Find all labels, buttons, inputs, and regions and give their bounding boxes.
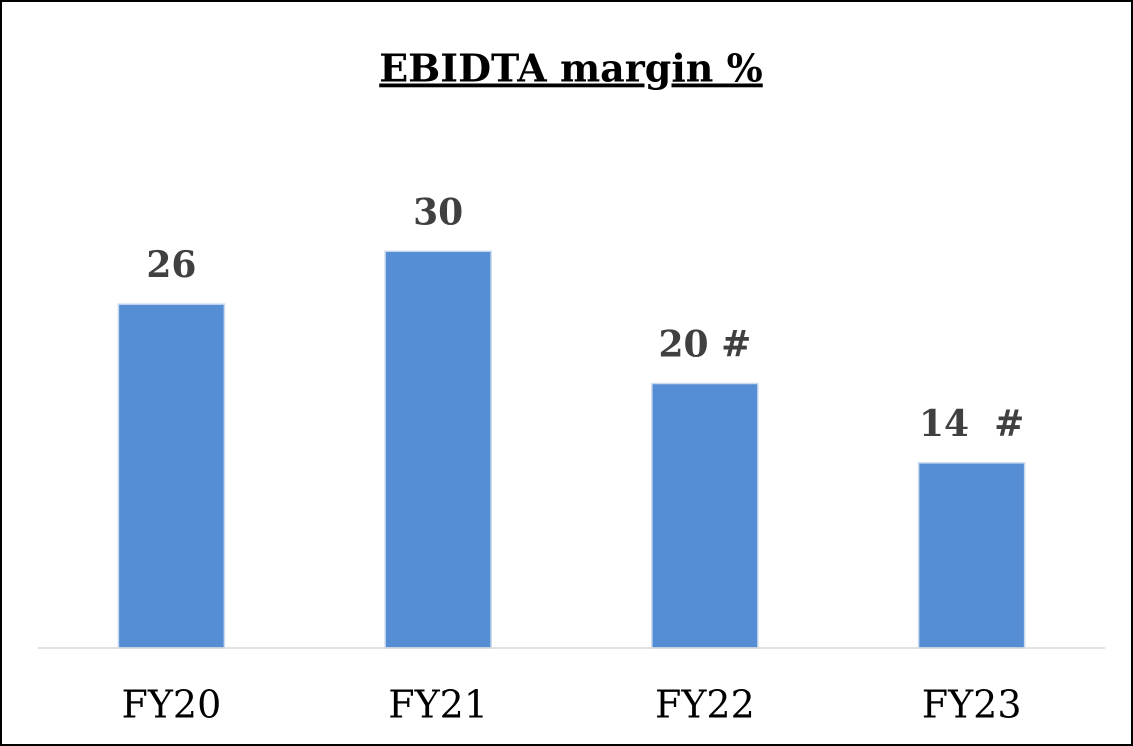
x-tick-label: FY21	[388, 683, 488, 727]
chart-title: EBIDTA margin %	[379, 46, 763, 91]
x-tick-label: FY23	[922, 683, 1022, 727]
x-tick-label: FY22	[655, 683, 755, 727]
bar	[384, 250, 492, 649]
bar	[117, 303, 226, 649]
data-label: 26	[146, 244, 196, 286]
bar	[917, 462, 1026, 649]
x-tick-label: FY20	[121, 683, 221, 727]
data-label: 30	[413, 191, 463, 233]
bar	[651, 382, 759, 649]
data-label: 20 #	[658, 324, 751, 366]
data-label: 14 #	[919, 403, 1024, 445]
